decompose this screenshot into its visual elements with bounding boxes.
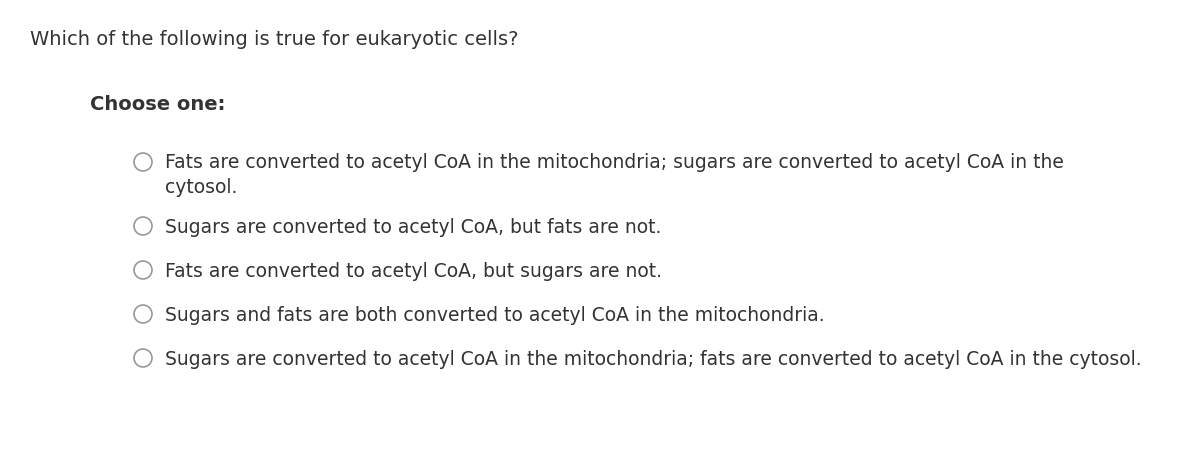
Ellipse shape <box>134 217 152 235</box>
Text: Sugars are converted to acetyl CoA in the mitochondria; fats are converted to ac: Sugars are converted to acetyl CoA in th… <box>166 349 1141 368</box>
Text: Sugars and fats are both converted to acetyl CoA in the mitochondria.: Sugars and fats are both converted to ac… <box>166 305 824 324</box>
Text: Fats are converted to acetyl CoA, but sugars are not.: Fats are converted to acetyl CoA, but su… <box>166 262 662 281</box>
Ellipse shape <box>134 305 152 323</box>
Ellipse shape <box>134 154 152 172</box>
Text: Which of the following is true for eukaryotic cells?: Which of the following is true for eukar… <box>30 30 518 49</box>
Text: Choose one:: Choose one: <box>90 95 226 114</box>
Text: Fats are converted to acetyl CoA in the mitochondria; sugars are converted to ac: Fats are converted to acetyl CoA in the … <box>166 152 1064 197</box>
Ellipse shape <box>134 262 152 279</box>
Ellipse shape <box>134 349 152 367</box>
Text: Sugars are converted to acetyl CoA, but fats are not.: Sugars are converted to acetyl CoA, but … <box>166 217 661 236</box>
